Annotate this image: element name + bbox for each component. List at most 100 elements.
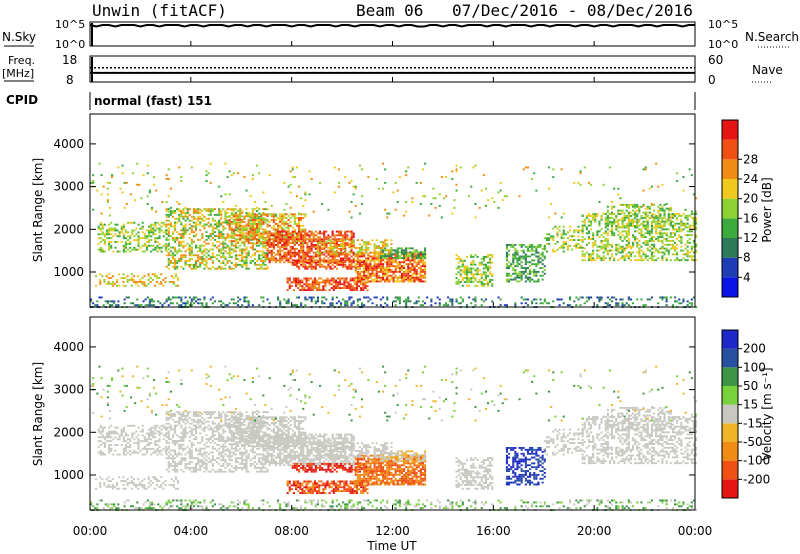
power-cell-2395 (379, 280, 382, 283)
power-cell-3516 (617, 234, 620, 237)
power-cell-2655 (424, 280, 427, 283)
power-cell-3196 (535, 263, 538, 266)
power-cell-623 (205, 262, 208, 264)
power-cell-2396 (379, 278, 382, 281)
power-cell-3859 (676, 230, 679, 233)
power-cell-4634 (155, 189, 158, 192)
power-cell-425 (178, 217, 181, 220)
power-cell-2936 (468, 281, 471, 283)
power-cell-2605 (415, 278, 418, 281)
power-cell-1784 (325, 255, 328, 258)
power-cell-1981 (301, 285, 304, 288)
power-cell-3535 (621, 249, 624, 252)
power-cell-2762 (316, 243, 319, 246)
power-cell-4477 (552, 300, 555, 303)
power-cell-451 (182, 254, 185, 257)
power-cell-730 (220, 248, 223, 251)
power-cell-2814 (356, 250, 359, 253)
power-cell-3250 (550, 235, 553, 238)
power-cell-2647 (421, 269, 424, 271)
power-cell-1890 (344, 257, 347, 260)
power-cell-1486 (274, 261, 277, 264)
power-cell-1166 (241, 224, 244, 227)
power-cell-1373 (287, 215, 290, 218)
beam-label: Beam 06 (356, 1, 423, 20)
power-cell-1591 (291, 242, 294, 245)
power-cell-4398 (426, 296, 429, 299)
power-cell-1887 (342, 236, 345, 239)
power-cell-489 (186, 217, 189, 220)
power-cell-2553 (407, 276, 410, 279)
power-cell-634 (205, 210, 208, 213)
power-cell-534 (192, 231, 195, 234)
power-cell-1690 (308, 240, 311, 243)
power-cell-3299 (571, 235, 574, 238)
power-cell-173 (152, 248, 155, 251)
power-range-tick-label-4000: 4000 (53, 137, 84, 151)
power-cell-3317 (579, 244, 582, 247)
power-cell-4236 (222, 302, 225, 305)
power-cell-3760 (659, 230, 662, 233)
power-cell-2512 (398, 265, 401, 268)
power-cell-2273 (358, 272, 361, 275)
power-cell-4779 (438, 204, 441, 207)
power-cell-1237 (258, 242, 261, 245)
power-cell-2913 (461, 263, 464, 266)
power-cell-472 (184, 250, 187, 253)
power-cell-1504 (277, 238, 280, 241)
power-cell-2329 (367, 255, 370, 258)
power-cell-559 (195, 210, 198, 213)
power-cell-143 (143, 250, 146, 253)
power-cell-799 (228, 248, 231, 251)
power-cell-4103 (667, 219, 670, 222)
power-cell-604 (201, 213, 204, 216)
power-cell-1140 (234, 213, 237, 216)
power-cell-544 (195, 263, 198, 266)
power-cell-4093 (663, 223, 666, 226)
power-cell-507 (188, 223, 191, 226)
power-cell-2124 (362, 287, 365, 290)
power-cell-1940 (352, 253, 355, 256)
power-cell-4373 (396, 296, 399, 299)
power-cell-4567 (676, 300, 679, 303)
power-cell-32 (106, 233, 109, 236)
power-cell-3546 (623, 259, 626, 262)
power-cell-3574 (627, 245, 630, 248)
power-cell-2928 (466, 275, 469, 278)
power-cell-477 (184, 227, 187, 230)
power-cell-2432 (386, 278, 389, 281)
power-cell-1211 (251, 217, 254, 220)
power-cell-1299 (272, 215, 275, 218)
power-cell-360 (169, 235, 172, 238)
power-cell-3254 (552, 237, 555, 240)
power-cell-4077 (657, 219, 660, 222)
power-cell-1702 (310, 244, 313, 246)
power-cell-4556 (663, 296, 666, 299)
power-cell-643 (207, 225, 210, 228)
power-cell-4602 (108, 206, 111, 209)
power-cell-3127 (520, 249, 523, 252)
power-cell-4215 (197, 302, 200, 305)
power-cell-1492 (274, 238, 277, 241)
power-cell-2282 (361, 280, 364, 283)
power-cell-4230 (211, 296, 214, 299)
power-cell-402 (174, 210, 177, 213)
power-cell-726 (220, 262, 223, 264)
power-cell-1053 (262, 262, 265, 264)
power-cell-2879 (390, 250, 393, 253)
power-cell-4069 (653, 213, 656, 216)
power-cell-1451 (268, 257, 271, 260)
power-cell-441 (180, 233, 183, 236)
power-cell-3582 (627, 228, 630, 231)
power-cell-58 (114, 246, 117, 249)
power-cell-2784 (333, 247, 336, 249)
power-cell-2759 (316, 250, 319, 253)
power-cell-3223 (541, 267, 544, 270)
power-cell-858 (237, 227, 240, 230)
power-cell-1275 (266, 230, 269, 233)
power-cell-213 (162, 231, 165, 234)
velocity-cell-1 (97, 446, 100, 448)
power-cell-1212 (251, 215, 254, 218)
power-cell-2529 (403, 272, 406, 275)
power-cell-377 (171, 231, 174, 234)
